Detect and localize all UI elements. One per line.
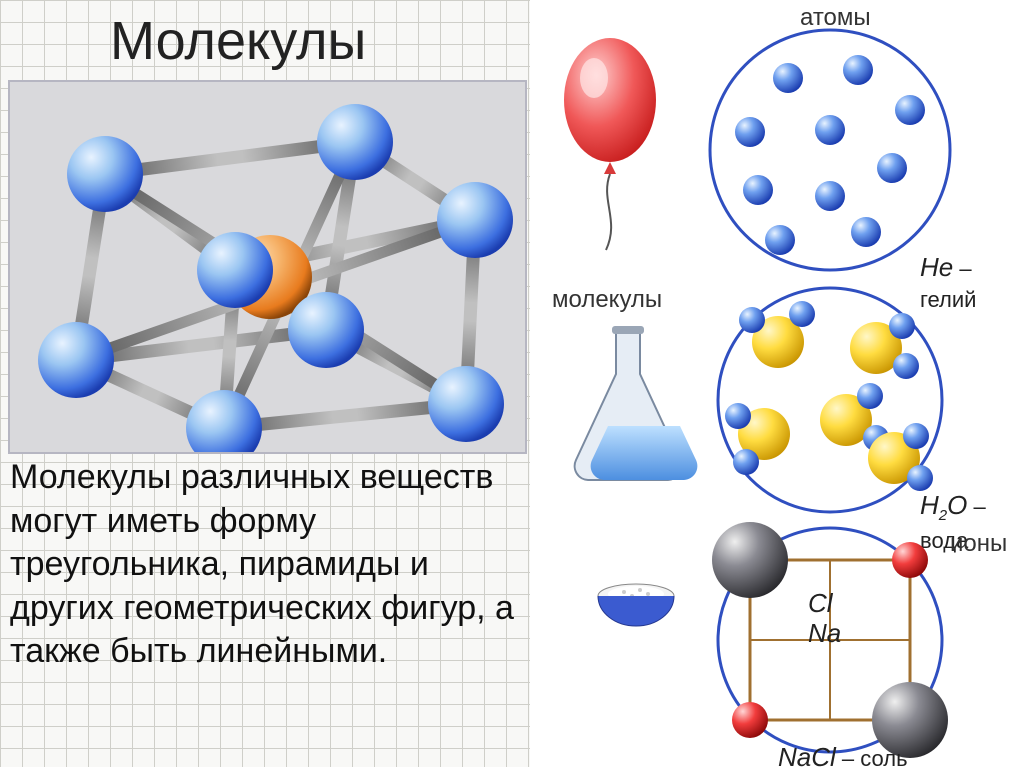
formula-nacl: NaCl – соль (778, 742, 908, 767)
cl-label: Cl (808, 588, 833, 619)
nacl-diagram (540, 0, 1024, 767)
page: Молекулы Молекулы разл (0, 0, 1024, 767)
crystal-lattice-panel (8, 80, 527, 454)
nacl-name: – соль (836, 746, 908, 767)
page-title: Молекулы (110, 10, 366, 72)
right-column: атомы (540, 0, 1024, 767)
crystal-lattice-diagram (10, 82, 525, 452)
na-label: Na (808, 618, 841, 649)
nacl-symbol: NaCl (778, 742, 836, 767)
body-text: Молекулы различных веществ могут иметь ф… (10, 456, 520, 674)
